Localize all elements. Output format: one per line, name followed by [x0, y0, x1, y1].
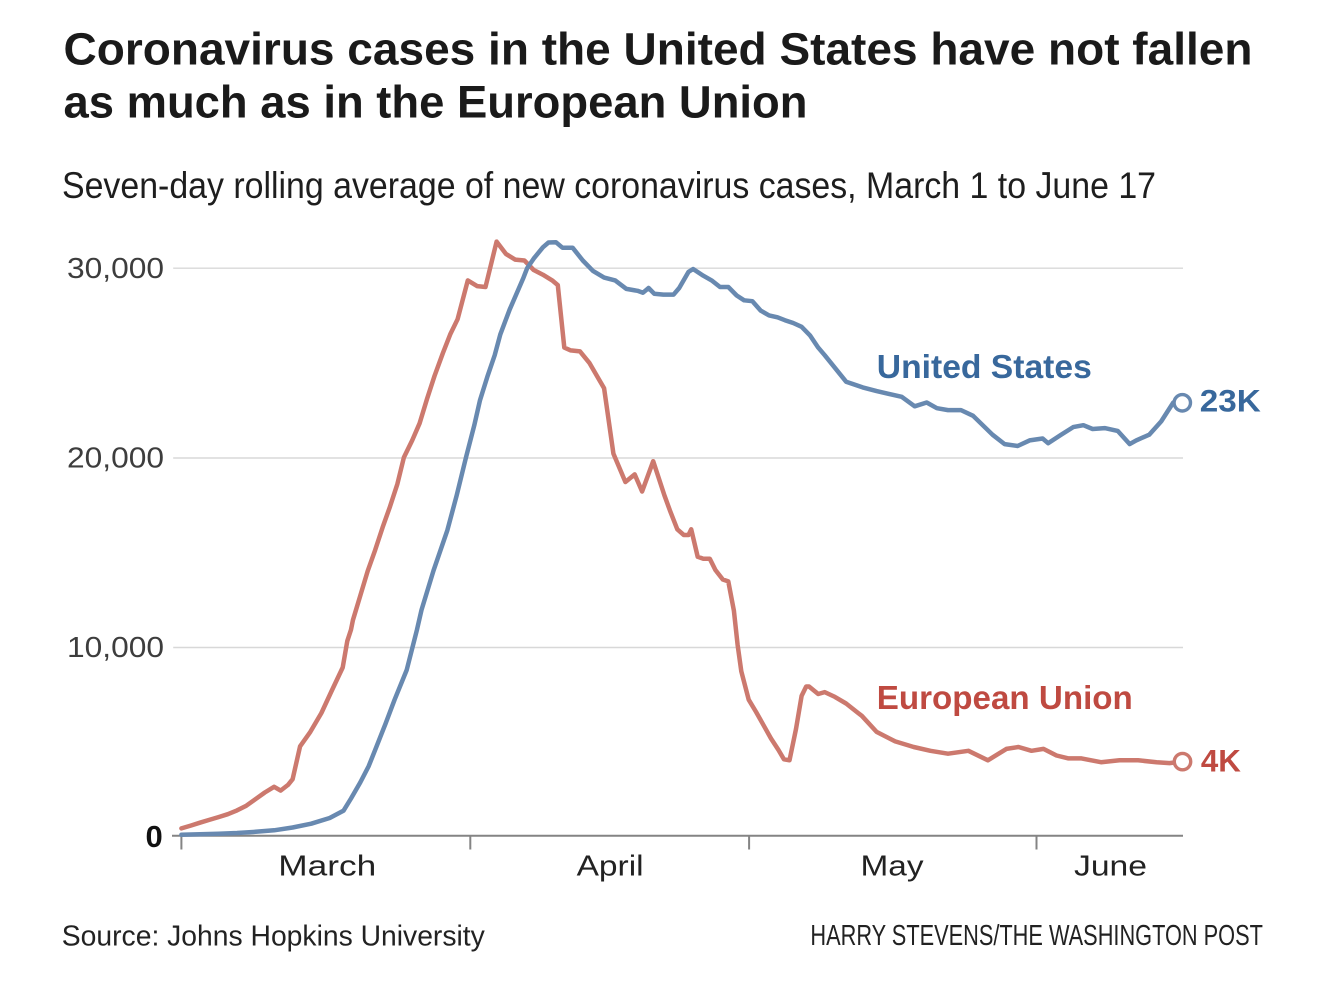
- svg-text:23K: 23K: [1200, 383, 1261, 419]
- svg-text:Source: Johns Hopkins Universi: Source: Johns Hopkins University: [62, 921, 485, 953]
- svg-text:European Union: European Union: [877, 679, 1133, 716]
- svg-text:10,000: 10,000: [67, 632, 164, 664]
- svg-text:Seven-day rolling average of n: Seven-day rolling average of new coronav…: [62, 165, 1156, 206]
- svg-text:as much as in the European Uni: as much as in the European Union: [64, 77, 808, 128]
- svg-text:March: March: [278, 851, 376, 883]
- svg-text:HARRY STEVENS/THE WASHINGTON P: HARRY STEVENS/THE WASHINGTON POST: [810, 920, 1263, 952]
- svg-text:Coronavirus cases in the Unite: Coronavirus cases in the United States h…: [64, 24, 1253, 75]
- svg-text:20,000: 20,000: [67, 443, 164, 475]
- svg-text:May: May: [861, 851, 925, 883]
- svg-text:April: April: [577, 851, 644, 883]
- svg-text:0: 0: [146, 819, 163, 854]
- svg-text:June: June: [1074, 851, 1147, 883]
- svg-text:30,000: 30,000: [67, 253, 164, 285]
- svg-text:4K: 4K: [1201, 743, 1241, 779]
- svg-text:United States: United States: [877, 348, 1092, 385]
